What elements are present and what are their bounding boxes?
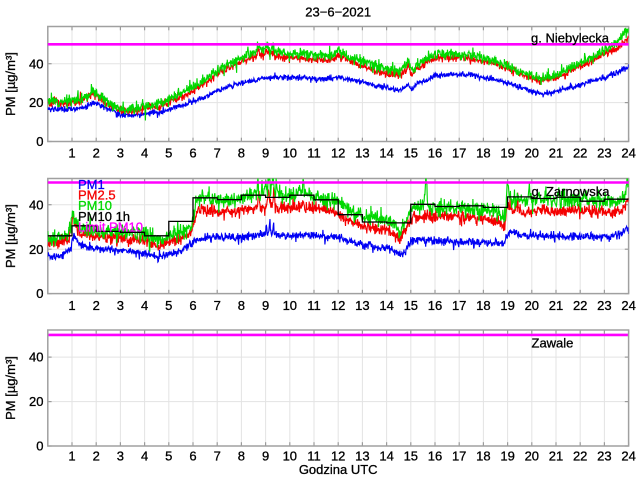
svg-text:22: 22 [573,448,587,463]
svg-text:16: 16 [428,298,442,313]
svg-text:15: 15 [404,146,418,161]
svg-text:14: 14 [379,146,393,161]
svg-text:9: 9 [262,448,269,463]
svg-text:21: 21 [549,146,563,161]
svg-text:Limit PM10: Limit PM10 [78,219,143,234]
svg-text:23−6−2021: 23−6−2021 [305,5,371,20]
svg-text:2: 2 [93,146,100,161]
svg-text:40: 40 [29,56,43,71]
svg-text:22: 22 [573,298,587,313]
svg-text:40: 40 [29,350,43,365]
svg-text:20: 20 [525,448,539,463]
svg-text:3: 3 [117,146,124,161]
svg-text:13: 13 [355,448,369,463]
svg-text:17: 17 [452,298,466,313]
svg-text:11: 11 [307,146,321,161]
svg-text:21: 21 [549,448,563,463]
svg-text:g. Zarnowska: g. Zarnowska [532,184,611,199]
svg-text:23: 23 [597,298,611,313]
svg-text:8: 8 [238,146,245,161]
svg-text:23: 23 [597,448,611,463]
svg-text:6: 6 [189,146,196,161]
svg-text:17: 17 [452,146,466,161]
svg-text:7: 7 [214,298,221,313]
svg-text:12: 12 [331,146,345,161]
svg-text:17: 17 [452,448,466,463]
svg-text:0: 0 [36,134,43,149]
svg-text:0: 0 [36,439,43,454]
svg-text:20: 20 [525,298,539,313]
svg-text:PM10: PM10 [78,198,112,213]
svg-text:4: 4 [141,146,148,161]
svg-text:11: 11 [307,298,321,313]
svg-text:5: 5 [165,298,172,313]
svg-text:21: 21 [549,298,563,313]
svg-text:8: 8 [238,298,245,313]
svg-text:3: 3 [117,298,124,313]
svg-text:40: 40 [29,197,43,212]
svg-text:16: 16 [428,146,442,161]
svg-text:11: 11 [307,448,321,463]
svg-text:24: 24 [621,146,635,161]
svg-text:8: 8 [238,448,245,463]
svg-text:PM [µg/m³]: PM [µg/m³] [3,52,18,116]
svg-text:19: 19 [500,146,514,161]
svg-text:18: 18 [476,448,490,463]
svg-text:20: 20 [29,95,43,110]
svg-text:9: 9 [262,298,269,313]
svg-text:19: 19 [500,448,514,463]
svg-text:22: 22 [573,146,587,161]
svg-text:0: 0 [36,286,43,301]
svg-text:13: 13 [355,146,369,161]
svg-text:6: 6 [189,448,196,463]
svg-text:10: 10 [283,298,297,313]
svg-text:PM1: PM1 [78,177,105,192]
svg-text:14: 14 [379,448,393,463]
svg-text:4: 4 [141,298,148,313]
svg-text:PM [µg/m³]: PM [µg/m³] [3,204,18,268]
svg-text:2: 2 [93,298,100,313]
svg-text:3: 3 [117,448,124,463]
svg-text:9: 9 [262,146,269,161]
svg-text:10: 10 [283,448,297,463]
svg-text:15: 15 [404,448,418,463]
svg-text:7: 7 [214,146,221,161]
svg-text:2: 2 [93,448,100,463]
svg-text:20: 20 [29,242,43,257]
svg-text:PM [µg/m³]: PM [µg/m³] [3,356,18,420]
svg-text:7: 7 [214,448,221,463]
svg-text:16: 16 [428,448,442,463]
svg-text:20: 20 [29,394,43,409]
svg-text:24: 24 [621,448,635,463]
svg-text:1: 1 [68,146,75,161]
svg-text:23: 23 [597,146,611,161]
svg-text:PM10 1h: PM10 1h [78,209,130,224]
svg-text:5: 5 [165,146,172,161]
svg-text:19: 19 [500,298,514,313]
svg-text:Godzina UTC: Godzina UTC [299,462,378,477]
svg-text:6: 6 [189,298,196,313]
svg-text:4: 4 [141,448,148,463]
svg-text:1: 1 [68,448,75,463]
svg-text:24: 24 [621,298,635,313]
svg-text:18: 18 [476,146,490,161]
svg-text:12: 12 [331,298,345,313]
svg-text:14: 14 [379,298,393,313]
svg-text:Zawale: Zawale [532,336,574,351]
svg-text:1: 1 [68,298,75,313]
svg-text:18: 18 [476,298,490,313]
svg-text:10: 10 [283,146,297,161]
svg-text:12: 12 [331,448,345,463]
svg-text:20: 20 [525,146,539,161]
svg-text:PM2.5: PM2.5 [78,188,116,203]
svg-text:g. Niebylecka: g. Niebylecka [531,31,610,46]
svg-text:15: 15 [404,298,418,313]
svg-text:5: 5 [165,448,172,463]
svg-text:13: 13 [355,298,369,313]
